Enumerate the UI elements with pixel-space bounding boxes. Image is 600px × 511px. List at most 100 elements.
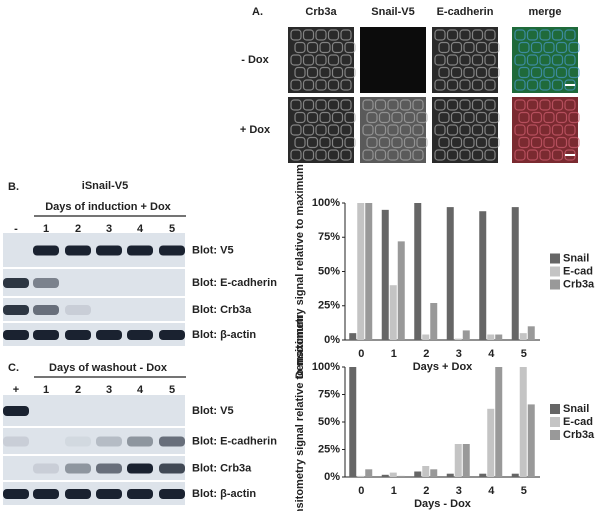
cell-outline [378, 136, 391, 149]
blot-band [65, 463, 91, 474]
blot-band [65, 305, 91, 315]
legend-label: E-cad [563, 416, 593, 428]
blot-strip [3, 269, 185, 296]
blot-label: Blot: E-cadherin [192, 277, 277, 289]
cell-outline [327, 54, 340, 66]
bar [479, 473, 487, 477]
cell-outline [315, 149, 327, 161]
cell-outline [555, 41, 568, 54]
cell-outline [327, 99, 340, 111]
blot-strip [3, 323, 185, 346]
cell-outline [412, 124, 424, 136]
cell-outline [306, 136, 319, 149]
x-tick-label: 0 [358, 348, 364, 360]
y-tick-label: 100% [312, 197, 340, 209]
blot-band [65, 489, 91, 499]
bar [414, 471, 422, 477]
cell-outline [450, 111, 463, 124]
legend-swatch [550, 430, 560, 440]
blot-label: Blot: Crb3a [192, 462, 252, 474]
cell-outline [539, 149, 551, 161]
blot-band [33, 463, 59, 474]
cell-outline [459, 29, 471, 41]
cell-outline [340, 54, 352, 66]
bar [430, 303, 438, 340]
cell-outline [290, 99, 302, 111]
cell-outline [438, 41, 450, 54]
x-tick-label: 4 [488, 485, 495, 497]
y-tick-label: 50% [318, 416, 340, 428]
cell-outline [463, 66, 475, 79]
cell-outline [539, 124, 551, 136]
bar [365, 469, 373, 477]
cell-outline [484, 29, 496, 41]
cell-outline [434, 79, 446, 91]
bar [446, 473, 454, 477]
cell-outline [331, 136, 344, 149]
x-tick-label: 0 [358, 485, 364, 497]
cell-outline [331, 111, 344, 124]
cell-outline [302, 124, 315, 136]
blot-label: Blot: β-actin [192, 329, 256, 341]
blot-band [3, 489, 29, 499]
blot-band [159, 436, 185, 447]
cell-outline [306, 66, 319, 79]
cell-outline [551, 54, 564, 66]
x-tick-label: 3 [456, 485, 462, 497]
cell-outline [484, 79, 496, 91]
y-tick-label: 75% [318, 388, 340, 400]
bar [357, 475, 365, 477]
cell-outline [526, 149, 539, 161]
blot-band [3, 278, 29, 288]
micrograph [432, 27, 498, 93]
cell-outline [331, 66, 344, 79]
blot-band [33, 278, 59, 288]
blot-strip [3, 298, 185, 321]
blot-band [96, 436, 122, 447]
bar [349, 367, 357, 477]
lane-header: Days of washout - Dox [49, 362, 168, 374]
blot-band [159, 463, 185, 474]
cell-outline [530, 136, 543, 149]
cell-outline [484, 99, 496, 111]
column-header: E-cadherin [437, 6, 494, 18]
cell-outline [446, 54, 459, 66]
lane-label: 1 [43, 384, 49, 396]
lane-label: 4 [137, 223, 144, 235]
row-label: - Dox [241, 54, 269, 66]
bar [414, 203, 422, 340]
cell-outline [344, 66, 356, 79]
blot-label: Blot: Crb3a [192, 304, 252, 316]
cell-outline [450, 66, 463, 79]
cell-outline [378, 111, 391, 124]
legend-label: E-cad [563, 265, 593, 277]
cell-outline [555, 111, 568, 124]
micrograph [512, 97, 578, 163]
cell-outline [459, 99, 471, 111]
cell-outline [294, 136, 306, 149]
cell-outline [539, 54, 551, 66]
cell-outline [387, 149, 399, 161]
bar [422, 334, 430, 340]
cell-outline [551, 149, 564, 161]
blot-band [33, 305, 59, 315]
bar [479, 211, 487, 340]
cell-outline [315, 54, 327, 66]
cell-outline [290, 149, 302, 161]
cell-outline [568, 66, 580, 79]
column-header: Snail-V5 [371, 6, 414, 18]
blot-band [3, 436, 29, 447]
cell-outline [362, 99, 374, 111]
cell-outline [450, 41, 463, 54]
blot-band [3, 305, 29, 315]
cell-outline [450, 136, 463, 149]
cell-outline [315, 79, 327, 91]
blot-band [33, 245, 59, 256]
cell-outline [539, 99, 551, 111]
cell-outline [340, 149, 352, 161]
micrograph [432, 97, 498, 163]
cell-outline [340, 29, 352, 41]
cell-outline [315, 124, 327, 136]
cell-outline [340, 99, 352, 111]
blot-band [159, 330, 185, 340]
